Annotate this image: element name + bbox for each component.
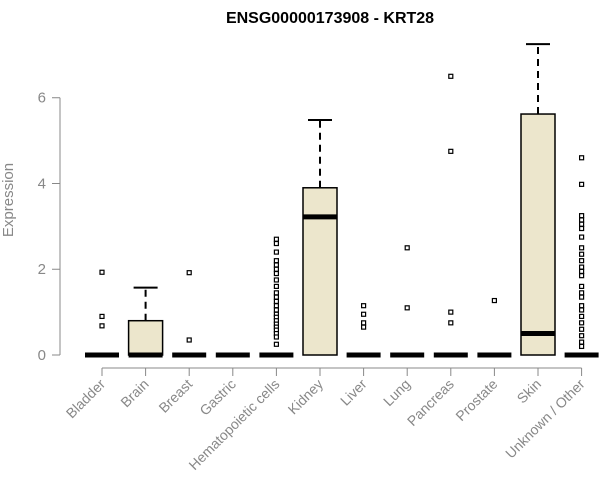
outlier-point <box>361 324 367 330</box>
outlier-point <box>578 217 585 223</box>
box-prostate <box>477 297 512 358</box>
outlier-point <box>99 313 105 320</box>
x-tick-label: Kidney <box>285 376 327 418</box>
outlier-point <box>404 245 410 251</box>
box-skin <box>520 43 556 356</box>
outlier-point <box>578 339 585 345</box>
box-kidney <box>302 119 338 356</box>
outlier-point <box>578 320 585 326</box>
outlier-point <box>273 334 279 340</box>
y-tick-label: 4 <box>38 175 46 192</box>
boxes <box>85 43 599 358</box>
outlier-point <box>448 320 454 326</box>
outlier-point <box>578 283 585 289</box>
outlier-point <box>273 236 279 242</box>
outlier-point <box>578 333 585 339</box>
outlier-point <box>578 303 585 309</box>
outlier-point <box>491 297 497 304</box>
y-tick-label: 2 <box>38 261 46 278</box>
outlier-point <box>578 307 585 313</box>
x-tick-label: Liver <box>337 376 370 409</box>
x-tick-label: Bladder <box>63 376 109 422</box>
outlier-point <box>99 269 105 275</box>
x-tick-label: Pancreas <box>404 376 457 429</box>
outlier-point <box>578 155 585 161</box>
outlier-point <box>578 258 585 264</box>
outlier-point <box>578 245 585 251</box>
y-ticks: 0 2 4 6 <box>38 90 60 364</box>
x-tick-label: Unknown / Other <box>502 376 588 462</box>
box-pancreas <box>433 73 468 358</box>
outlier-point <box>186 270 192 276</box>
outlier-point <box>404 305 410 311</box>
outlier-point <box>578 221 585 227</box>
outlier-point <box>273 298 279 305</box>
outlier-point <box>578 273 585 279</box>
outlier-point <box>273 341 279 347</box>
outlier-point <box>578 251 585 257</box>
box-bladder <box>85 269 119 358</box>
box-unknown-other <box>564 155 599 358</box>
outlier-point <box>99 323 105 329</box>
box-body <box>302 187 338 356</box>
outlier-point <box>448 73 454 79</box>
outlier-point <box>273 307 279 313</box>
outlier-point <box>578 234 585 240</box>
outlier-point <box>578 181 585 187</box>
y-tick-label: 6 <box>38 90 46 107</box>
y-axis-label: Expression <box>0 163 17 237</box>
box-breast <box>172 270 207 358</box>
box-hematopoietic-cells <box>259 236 294 358</box>
outlier-point <box>448 309 454 315</box>
outlier-point <box>273 262 279 268</box>
outlier-point <box>186 337 192 343</box>
x-tick-label: Breast <box>155 376 195 416</box>
outlier-point <box>578 213 585 219</box>
outlier-point <box>273 303 279 309</box>
outlier-point <box>273 258 279 264</box>
outlier-point <box>273 249 279 255</box>
x-tick-label: Lung <box>380 376 413 409</box>
x-tick-label: Skin <box>514 376 545 407</box>
x-tick-label: Prostate <box>452 376 500 424</box>
outlier-point <box>273 240 279 247</box>
outlier-point <box>578 326 585 332</box>
outlier-point <box>448 148 454 154</box>
outlier-point <box>578 225 585 232</box>
outlier-point <box>578 290 585 296</box>
outlier-point <box>578 268 585 274</box>
outlier-point <box>578 294 585 300</box>
outlier-point <box>361 311 367 317</box>
box-body <box>520 113 556 356</box>
chart-title: ENSG00000173908 - KRT28 <box>226 10 434 27</box>
box-body <box>127 319 164 356</box>
x-tick-label: Gastric <box>196 376 239 419</box>
outlier-point <box>578 264 585 270</box>
outlier-point <box>273 283 279 289</box>
outlier-point <box>273 270 279 277</box>
x-tick-label: Brain <box>117 376 151 410</box>
outlier-point <box>361 320 367 326</box>
outlier-point <box>273 294 279 300</box>
outlier-point <box>578 313 585 320</box>
outlier-point <box>273 290 279 296</box>
y-tick-label: 0 <box>38 347 46 364</box>
box-brain <box>127 286 164 358</box>
outlier-point <box>361 303 367 309</box>
outlier-point <box>273 277 279 283</box>
box-lung <box>390 245 425 358</box>
box-liver <box>346 303 381 358</box>
outlier-point <box>273 266 279 272</box>
outlier-point <box>578 343 585 350</box>
